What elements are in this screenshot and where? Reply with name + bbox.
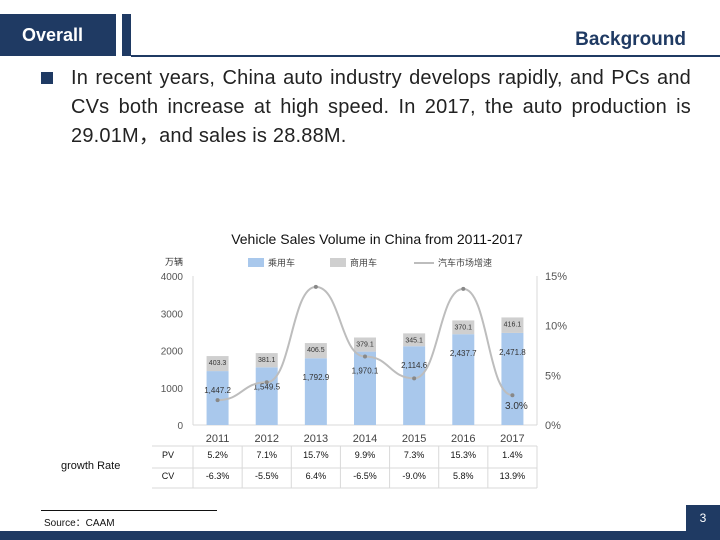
growth-rate-label: growth Rate <box>61 460 121 472</box>
legend-label-growth: 汽车市场增速 <box>438 257 492 268</box>
y-tick-label: 1000 <box>161 384 184 395</box>
bar-cv-label: 379.1 <box>356 341 374 348</box>
x-tick-label: 2017 <box>500 433 524 445</box>
chart-title: Vehicle Sales Volume in China from 2011-… <box>231 231 523 247</box>
table-cell: 5.2% <box>207 450 228 460</box>
bullet-square-icon <box>41 72 53 84</box>
section-tab: Overall <box>0 14 116 56</box>
table-cell: 13.9% <box>500 471 526 481</box>
table-cell: 7.1% <box>256 450 277 460</box>
bar-pv-label: 1,970.1 <box>352 367 379 376</box>
section-tab-label: Overall <box>22 25 84 45</box>
page-number: 3 <box>686 505 720 540</box>
y-unit-label: 万辆 <box>165 256 183 267</box>
table-cell: -6.3% <box>206 471 230 481</box>
growth-point <box>510 393 515 398</box>
bar-cv <box>501 317 524 333</box>
growth-point <box>363 354 367 359</box>
bar-cv-label: 345.1 <box>405 337 423 344</box>
source-note: Source：CAAM <box>44 518 115 529</box>
bar-pv-label: 2,114.6 <box>401 361 428 370</box>
x-tick-label: 2014 <box>353 433 377 445</box>
y2-tick-label: 5% <box>545 370 561 382</box>
bar-pv-label: 1,792.9 <box>303 373 330 382</box>
table-cell: -6.5% <box>353 471 377 481</box>
table-cell: 7.3% <box>404 450 425 460</box>
legend-label-pv: 乘用车 <box>268 257 295 268</box>
y2-tick-label: 15% <box>545 271 567 283</box>
legend-swatch-pv <box>248 258 264 267</box>
bar-cv-label: 381.1 <box>258 357 276 364</box>
bullet-text: In recent years, China auto industry dev… <box>71 67 691 147</box>
bar-cv <box>206 356 229 372</box>
bar-pv-label: 2,471.8 <box>499 348 526 357</box>
table-row-name: PV <box>162 450 174 460</box>
table-cell: 6.4% <box>306 471 327 481</box>
bar-cv-label: 403.3 <box>209 360 227 367</box>
bar-cv <box>255 353 278 368</box>
y-tick-label: 0 <box>177 421 183 432</box>
table-row-name: CV <box>162 471 175 481</box>
bar-pv <box>255 367 278 425</box>
y-tick-label: 3000 <box>161 309 184 320</box>
table-cell: -9.0% <box>402 471 426 481</box>
bar-pv <box>403 346 426 425</box>
bar-pv <box>452 334 475 425</box>
bar-pv <box>206 371 229 425</box>
table-cell: 9.9% <box>355 450 376 460</box>
legend-label-cv: 商用车 <box>350 257 377 268</box>
x-tick-label: 2011 <box>206 433 230 445</box>
bar-cv-label: 406.5 <box>307 347 325 354</box>
bar-pv <box>354 351 376 425</box>
y-tick-label: 4000 <box>161 272 184 283</box>
x-tick-label: 2013 <box>304 433 328 445</box>
bar-cv <box>403 333 426 347</box>
growth-point-label: 3.0% <box>505 401 528 412</box>
bar-pv-label: 2,437.7 <box>450 349 477 358</box>
growth-point <box>412 376 417 381</box>
table-cell: 15.7% <box>303 450 329 460</box>
growth-point <box>313 284 318 289</box>
page-title: Background <box>575 29 686 50</box>
bar-cv-label: 370.1 <box>455 324 473 331</box>
table-cell: 15.3% <box>451 450 477 460</box>
bar-cv <box>452 320 475 335</box>
table-cell: 5.8% <box>453 471 474 481</box>
y-tick-label: 2000 <box>161 347 184 358</box>
source-rule <box>41 510 217 511</box>
bar-cv <box>354 337 376 352</box>
tab-divider <box>122 14 131 56</box>
bar-pv <box>501 332 524 425</box>
x-tick-label: 2015 <box>402 433 426 445</box>
bar-pv <box>304 358 327 425</box>
footer-bar <box>0 531 686 540</box>
x-tick-label: 2012 <box>254 433 278 445</box>
bar-pv-label: 1,549.5 <box>253 382 280 391</box>
growth-point <box>264 380 269 385</box>
growth-point <box>461 286 466 291</box>
x-tick-label: 2016 <box>451 433 475 445</box>
growth-point <box>215 398 220 403</box>
bar-cv <box>304 343 327 359</box>
bar-pv-label: 1,447.2 <box>204 386 231 395</box>
bar-cv-label: 416.1 <box>504 321 522 328</box>
table-cell: 1.4% <box>502 450 523 460</box>
table-cell: -5.5% <box>255 471 279 481</box>
legend-swatch-cv <box>330 258 346 267</box>
header-rule <box>131 55 720 57</box>
y2-tick-label: 0% <box>545 420 561 432</box>
y2-tick-label: 10% <box>545 321 567 333</box>
